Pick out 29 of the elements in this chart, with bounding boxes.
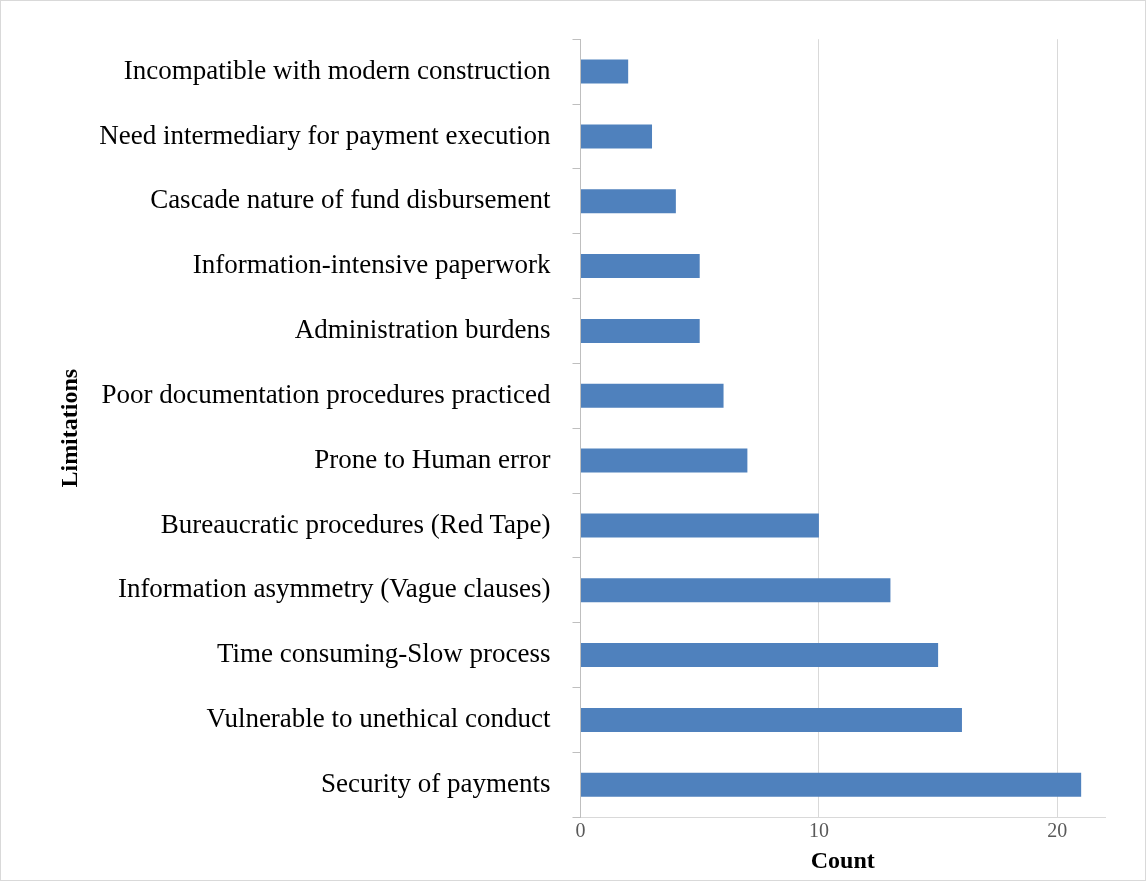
y-tick-label: Security of payments [321,767,551,798]
bar [581,189,676,214]
bar [581,59,629,84]
y-tick-label: Information asymmetry (Vague clauses) [117,573,551,604]
y-tick-label: Information-intensive paperwork [192,249,551,280]
y-tick-label: Cascade nature of fund disbursement [150,184,551,215]
bar [581,383,724,408]
x-tick-label: 20 [1047,819,1068,842]
y-tick-label: Time consuming-Slow process [216,638,551,669]
x-axis-title: Count [810,846,875,873]
bar [581,318,700,343]
y-tick-label: Bureaucratic procedures (Red Tape) [160,508,551,539]
bar [581,578,891,603]
x-tick-label: 0 [575,819,586,842]
bar [581,513,819,538]
bar [581,448,748,473]
y-tick-label: Poor documentation procedures practiced [101,378,551,409]
bar [581,254,700,279]
y-tick-label: Administration burdens [294,314,551,345]
bar [581,124,653,149]
y-tick-label: Prone to Human error [314,443,551,474]
y-tick-label: Incompatible with modern construction [123,54,551,85]
y-tick-label: Need intermediary for payment execution [99,119,551,150]
x-tick-label: 10 [808,819,829,842]
bar [581,707,962,732]
y-tick-label: Vulnerable to unethical conduct [206,703,551,734]
y-axis-title: Limitations [55,368,82,488]
bar [581,772,1082,797]
bar [581,643,939,668]
